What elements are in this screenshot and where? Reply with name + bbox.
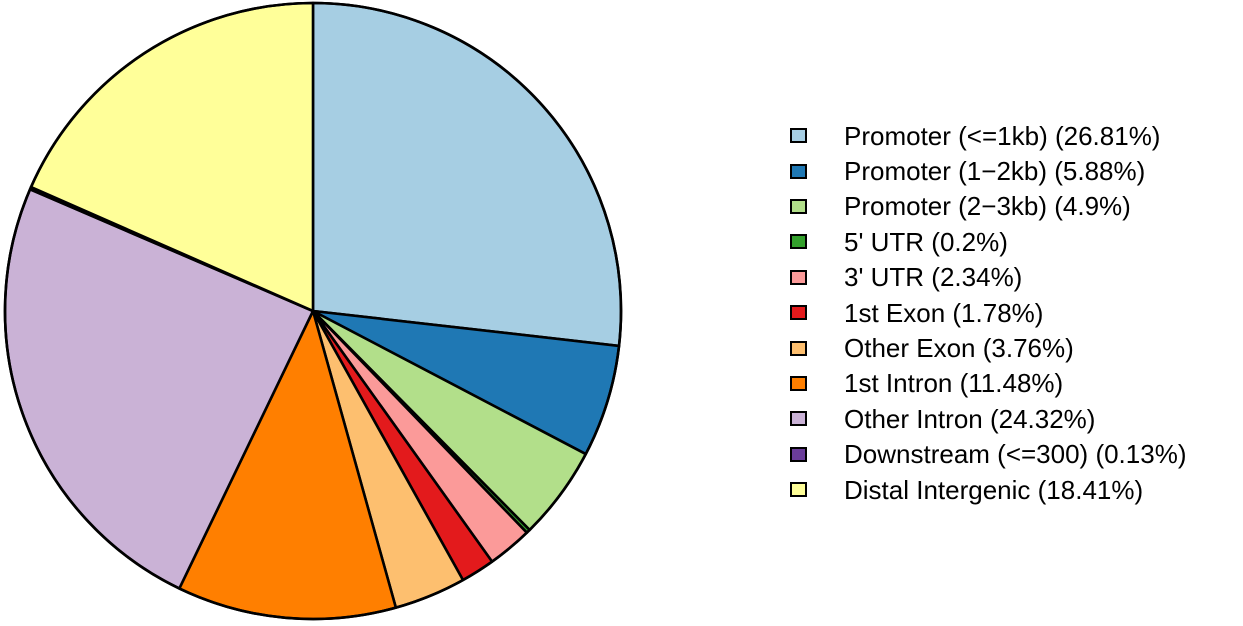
legend-item-other-intron[interactable]: Other Intron (24.32%) bbox=[788, 401, 1243, 436]
legend-item-downstream-le-300[interactable]: Downstream (<=300) (0.13%) bbox=[788, 437, 1243, 472]
legend-item-first-exon[interactable]: 1st Exon (1.78%) bbox=[788, 295, 1243, 330]
legend-label-five-prime-utr: 5' UTR (0.2%) bbox=[844, 226, 1008, 257]
legend-label-distal-intergenic: Distal Intergenic (18.41%) bbox=[844, 474, 1144, 505]
legend-label-other-exon: Other Exon (3.76%) bbox=[844, 333, 1074, 364]
legend-swatch-other-intron bbox=[790, 411, 807, 427]
legend-item-distal-intergenic[interactable]: Distal Intergenic (18.41%) bbox=[788, 472, 1243, 507]
pie-slice-group bbox=[3, 1, 623, 621]
legend-label-promoter-1-2kb: Promoter (1−2kb) (5.88%) bbox=[844, 156, 1146, 187]
legend-item-five-prime-utr[interactable]: 5' UTR (0.2%) bbox=[788, 224, 1243, 259]
legend-swatch-downstream-le-300 bbox=[790, 446, 807, 462]
chart-legend: Promoter (<=1kb) (26.81%) Promoter (1−2kb… bbox=[788, 118, 1243, 507]
legend-item-promoter-le-1kb[interactable]: Promoter (<=1kb) (26.81%) bbox=[788, 118, 1243, 153]
legend-label-promoter-2-3kb: Promoter (2−3kb) (4.9%) bbox=[844, 191, 1131, 222]
legend-swatch-first-intron bbox=[790, 375, 807, 391]
legend-label-other-intron: Other Intron (24.32%) bbox=[844, 403, 1096, 434]
legend-label-first-intron: 1st Intron (11.48%) bbox=[844, 368, 1064, 399]
legend-swatch-three-prime-utr bbox=[790, 269, 807, 285]
pie-chart-area bbox=[3, 1, 623, 621]
legend-item-other-exon[interactable]: Other Exon (3.76%) bbox=[788, 330, 1243, 365]
legend-item-promoter-2-3kb[interactable]: Promoter (2−3kb) (4.9%) bbox=[788, 189, 1243, 224]
legend-label-three-prime-utr: 3' UTR (2.34%) bbox=[844, 262, 1023, 293]
legend-label-promoter-le-1kb: Promoter (<=1kb) (26.81%) bbox=[844, 120, 1161, 151]
legend-item-promoter-1-2kb[interactable]: Promoter (1−2kb) (5.88%) bbox=[788, 153, 1243, 188]
legend-item-first-intron[interactable]: 1st Intron (11.48%) bbox=[788, 366, 1243, 401]
legend-swatch-promoter-le-1kb bbox=[790, 128, 807, 144]
legend-swatch-first-exon bbox=[790, 305, 807, 321]
legend-label-first-exon: 1st Exon (1.78%) bbox=[844, 297, 1044, 328]
legend-swatch-promoter-1-2kb bbox=[790, 163, 807, 179]
pie-outer-ring bbox=[3, 1, 623, 621]
pie-chart-svg bbox=[3, 1, 623, 621]
legend-label-downstream-le-300: Downstream (<=300) (0.13%) bbox=[844, 439, 1187, 470]
pie-slice-promoter-le-1kb[interactable] bbox=[311, 1, 623, 348]
legend-swatch-distal-intergenic bbox=[790, 482, 807, 498]
legend-swatch-other-exon bbox=[790, 340, 807, 356]
legend-swatch-five-prime-utr bbox=[790, 234, 807, 250]
legend-item-three-prime-utr[interactable]: 3' UTR (2.34%) bbox=[788, 260, 1243, 295]
legend-swatch-promoter-2-3kb bbox=[790, 198, 807, 214]
